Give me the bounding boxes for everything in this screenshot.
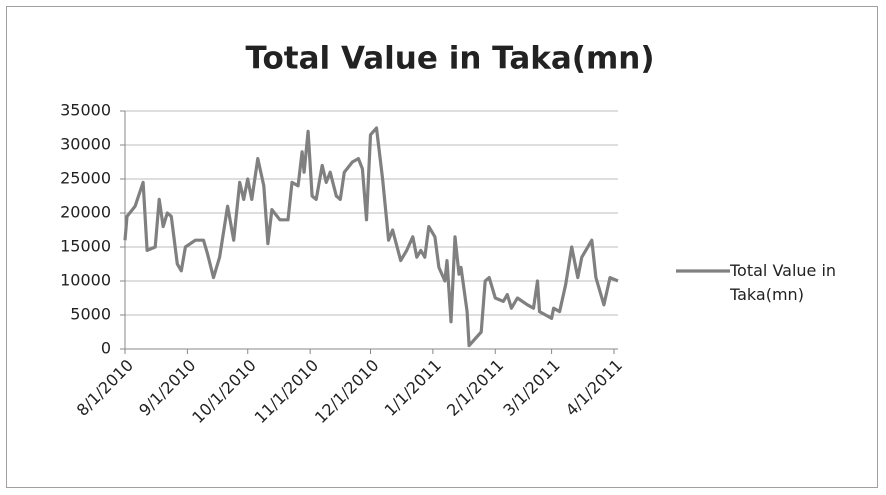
y-tick-label: 15000 [60, 237, 111, 256]
y-tick-label: 5000 [70, 305, 111, 324]
x-tick-label: 10/1/2010 [188, 356, 259, 427]
x-tick-label: 3/1/2011 [499, 356, 563, 420]
x-tick-label: 8/1/2010 [73, 356, 137, 420]
x-tick-label: 11/1/2010 [251, 356, 322, 427]
x-tick-label: 1/1/2011 [381, 356, 445, 420]
chart-title: Total Value in Taka(mn) [245, 41, 654, 77]
data-line [123, 126, 619, 348]
y-tick-label: 30000 [60, 135, 111, 154]
x-tick-label: 12/1/2010 [311, 356, 382, 427]
y-tick-label: 25000 [60, 169, 111, 188]
y-tick-label: 10000 [60, 271, 111, 290]
y-tick-label: 20000 [60, 203, 111, 222]
legend-label: Total Value in Taka(mn) [730, 261, 837, 304]
x-tick-label: 9/1/2010 [135, 356, 199, 420]
chart-frame [6, 6, 878, 488]
y-tick-label: 35000 [60, 101, 111, 120]
y-tick-label: 0 [101, 339, 111, 358]
x-tick-label: 2/1/2011 [443, 356, 507, 420]
x-tick-label: 4/1/2011 [562, 356, 626, 420]
